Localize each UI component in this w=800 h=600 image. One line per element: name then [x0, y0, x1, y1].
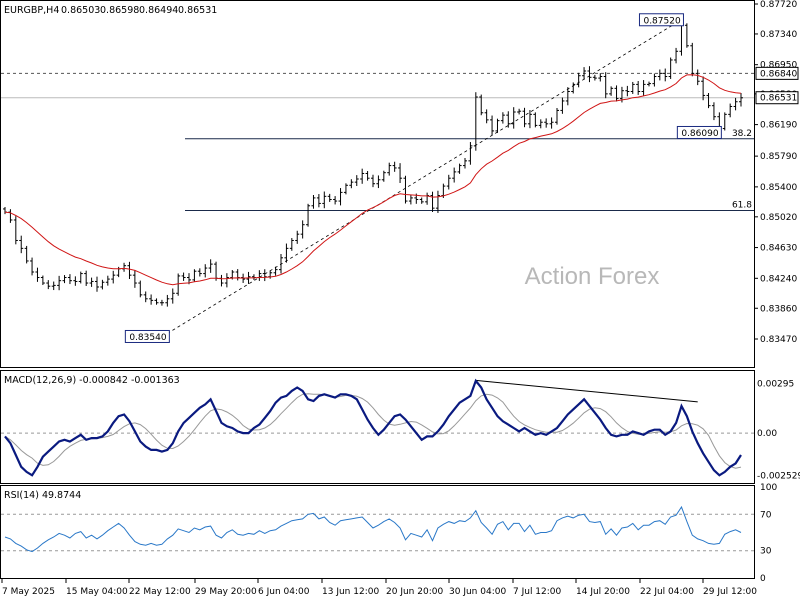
y-tick-label: 0.85400 — [760, 183, 797, 193]
price-labels: 0.83540 0.87520 0.86090 — [124, 13, 722, 343]
rsi-tick-label: 100 — [760, 483, 777, 493]
x-axis: 7 May 2025 15 May 04:00 22 May 12:00 29 May… — [1, 579, 757, 597]
macd-tick-label: -0.002529 — [757, 472, 800, 482]
x-tick-label: 29 Jul 12:00 — [703, 587, 757, 597]
x-tick-label: 30 Jun 04:00 — [449, 587, 506, 597]
y-tick-label: 0.87720 — [760, 0, 797, 10]
ohlc-low: 0.86494 — [139, 5, 178, 16]
macd-tick-label: 0.00295 — [757, 379, 794, 389]
rsi-tick-label: 70 — [760, 510, 772, 520]
y-tick-label: 0.83860 — [760, 304, 797, 314]
svg-text:0.86840: 0.86840 — [760, 69, 797, 79]
y-tick-label: 0.86190 — [760, 121, 797, 131]
y-tick-label: 0.84240 — [760, 274, 797, 284]
rsi-tick-label: 0 — [760, 574, 766, 584]
rsi-tick-label: 30 — [760, 547, 772, 557]
resistance-price-tag: 0.86840 — [755, 66, 799, 80]
price-label-text: 0.87520 — [643, 16, 680, 26]
x-tick-label: 6 Jun 04:00 — [258, 587, 310, 597]
x-tick-label: 14 Jul 20:00 — [576, 587, 630, 597]
y-tick-label: 0.85790 — [760, 152, 797, 162]
y-tick-label: 0.87340 — [760, 30, 797, 40]
ohlc-high: 0.86598 — [100, 5, 139, 16]
x-tick-label: 22 May 12:00 — [129, 587, 191, 597]
ohlc-open: 0.86503 — [61, 5, 100, 16]
y-tick-label: 0.86950 — [760, 61, 797, 71]
moving-average-line — [4, 74, 742, 286]
fib-38-label: 38.2 — [732, 129, 752, 139]
price-label-text: 0.86090 — [681, 129, 718, 139]
watermark-text: Action Forex — [525, 263, 660, 290]
chart-title: EURGBP,H4 — [4, 5, 59, 16]
x-tick-label: 20 Jun 20:00 — [386, 587, 443, 597]
y-tick-label: 0.84630 — [760, 244, 797, 254]
macd-y-axis: 0.00295 0.00 -0.002529 — [757, 379, 800, 481]
current-price-tag: 0.86531 — [755, 91, 799, 105]
rsi-y-axis: 100 70 30 0 — [760, 483, 777, 584]
macd-main-line — [4, 378, 742, 477]
y-tick-label: 0.83470 — [760, 335, 797, 345]
x-tick-label: 15 May 04:00 — [66, 587, 128, 597]
x-tick-label: 29 May 20:00 — [195, 587, 257, 597]
rsi-title: RSI(14) 49.8744 — [4, 490, 81, 501]
macd-divergence-line — [475, 379, 698, 403]
svg-text:0.86531: 0.86531 — [760, 94, 797, 104]
candlestick-series — [3, 20, 743, 307]
x-tick-label: 7 Jul 12:00 — [513, 587, 562, 597]
price-label-text: 0.83540 — [129, 333, 166, 343]
price-label-box — [124, 329, 170, 343]
rsi-panel-frame — [0, 485, 755, 579]
price-label-box — [676, 125, 722, 139]
y-tick-label: 0.85020 — [760, 213, 797, 223]
main-y-axis: 0.877200.873400.869500.865800.861900.857… — [754, 0, 797, 345]
macd-title: MACD(12,26,9) -0.000842 -0.001363 — [4, 375, 180, 386]
fib-61-label: 61.8 — [732, 201, 752, 211]
trend-dashed-line — [167, 19, 682, 334]
macd-panel-frame — [0, 370, 755, 484]
x-tick-label: 22 Jul 04:00 — [640, 587, 694, 597]
rsi-line — [4, 505, 742, 553]
x-tick-label: 13 Jun 12:00 — [322, 587, 379, 597]
x-tick-label: 7 May 2025 — [2, 587, 55, 597]
ohlc-close: 0.86531 — [178, 5, 217, 16]
price-label-box — [638, 13, 684, 27]
macd-tick-label: 0.00 — [757, 429, 777, 439]
macd-signal-line — [4, 393, 742, 469]
